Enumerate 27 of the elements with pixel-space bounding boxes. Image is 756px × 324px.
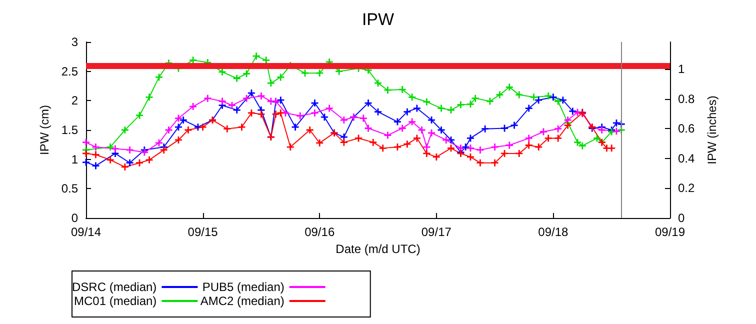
x-tick-label: 09/19 <box>654 225 686 239</box>
y-tick-label: 3 <box>71 35 78 49</box>
legend-label: DSRC (median) <box>72 280 157 294</box>
x-tick-label: 09/18 <box>538 225 569 239</box>
y-tick-label: 1 <box>71 152 78 166</box>
legend-label: PUB5 (median) <box>202 280 284 294</box>
legend-label: MC01 (median) <box>74 294 157 308</box>
y2-axis-title: IPW (inches) <box>705 96 719 164</box>
legend-label: AMC2 (median) <box>200 294 284 308</box>
y2-tick-label: 0.4 <box>678 151 696 166</box>
x-tick-label: 09/15 <box>188 225 218 239</box>
y-tick-label: 2.5 <box>61 64 78 78</box>
y-tick-label: 0.5 <box>61 182 78 196</box>
x-tick-label: 09/16 <box>304 225 335 239</box>
x-tick-label: 09/17 <box>421 225 452 239</box>
x-axis-title: Date (m/d UTC) <box>336 242 420 256</box>
y2-tick-label: 0.2 <box>678 181 696 196</box>
y2-tick-label: 0 <box>678 211 685 225</box>
y2-tick-label: 1 <box>678 62 685 76</box>
y2-tick-label: 0.8 <box>678 92 696 106</box>
y-tick-label: 1.5 <box>61 123 78 137</box>
y2-tick-label: 0.6 <box>678 122 696 136</box>
y-tick-label: 0 <box>71 211 78 225</box>
x-tick-label: 09/14 <box>70 225 102 239</box>
y-axis-title: IPW (cm) <box>37 105 52 155</box>
chart-title: IPW <box>362 10 394 29</box>
y-tick-label: 2 <box>71 94 78 108</box>
